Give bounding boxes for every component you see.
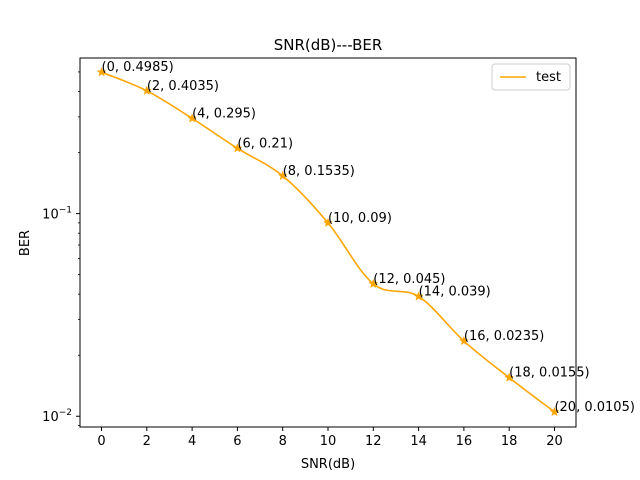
x-tick-label: 10: [320, 434, 337, 449]
data-point-star: [232, 143, 243, 153]
data-point-label: (20, 0.0105): [554, 400, 634, 415]
plot-area: 0 2 4 6 8 10 12 14 16 18 20 10−1 10−2 (0, 0.4985) (2, …: [42, 57, 635, 449]
x-tick-label: 16: [456, 434, 473, 449]
data-point-label: (4, 0.295): [192, 106, 256, 121]
data-point-star: [141, 85, 152, 96]
data-point-star: [187, 113, 198, 123]
data-point-label: (18, 0.0155): [509, 366, 589, 381]
x-tick-label: 4: [188, 434, 196, 449]
y-tick-label: 10−2: [42, 408, 72, 425]
data-point-star: [323, 217, 333, 228]
data-point-label: (14, 0.039): [419, 284, 491, 299]
x-tick-label: 18: [501, 434, 518, 449]
data-point-star: [413, 291, 424, 301]
data-point-label: (12, 0.045): [373, 272, 445, 287]
legend-label: test: [536, 70, 561, 85]
x-tick-label: 8: [279, 434, 287, 449]
data-point-star: [458, 335, 469, 346]
data-point-star: [368, 278, 379, 289]
data-point-label: (0, 0.4985): [102, 60, 174, 75]
data-point-label: (8, 0.1535): [283, 164, 355, 179]
data-point-star: [96, 66, 107, 77]
x-tick-label: 14: [410, 434, 427, 449]
data-point-label: (6, 0.21): [237, 136, 293, 151]
data-point-label: (2, 0.4035): [147, 79, 219, 94]
chart-title: SNR(dB)---BER: [274, 36, 383, 54]
data-point-star: [549, 406, 560, 417]
x-tick-label: 12: [365, 434, 382, 449]
legend-box: [491, 63, 571, 91]
x-tick-label: 20: [546, 434, 563, 449]
data-point-star: [277, 170, 288, 181]
data-point-label: (16, 0.0235): [464, 329, 544, 344]
data-point-label: (10, 0.09): [328, 211, 392, 226]
x-tick-label: 0: [97, 434, 105, 449]
x-tick-label: 2: [143, 434, 151, 449]
y-tick-label: 10−1: [42, 206, 72, 223]
x-tick-label: 6: [233, 434, 241, 449]
y-axis-label: BER: [18, 230, 33, 256]
x-axis-label: SNR(dB): [301, 457, 355, 472]
data-point-star: [504, 372, 515, 382]
